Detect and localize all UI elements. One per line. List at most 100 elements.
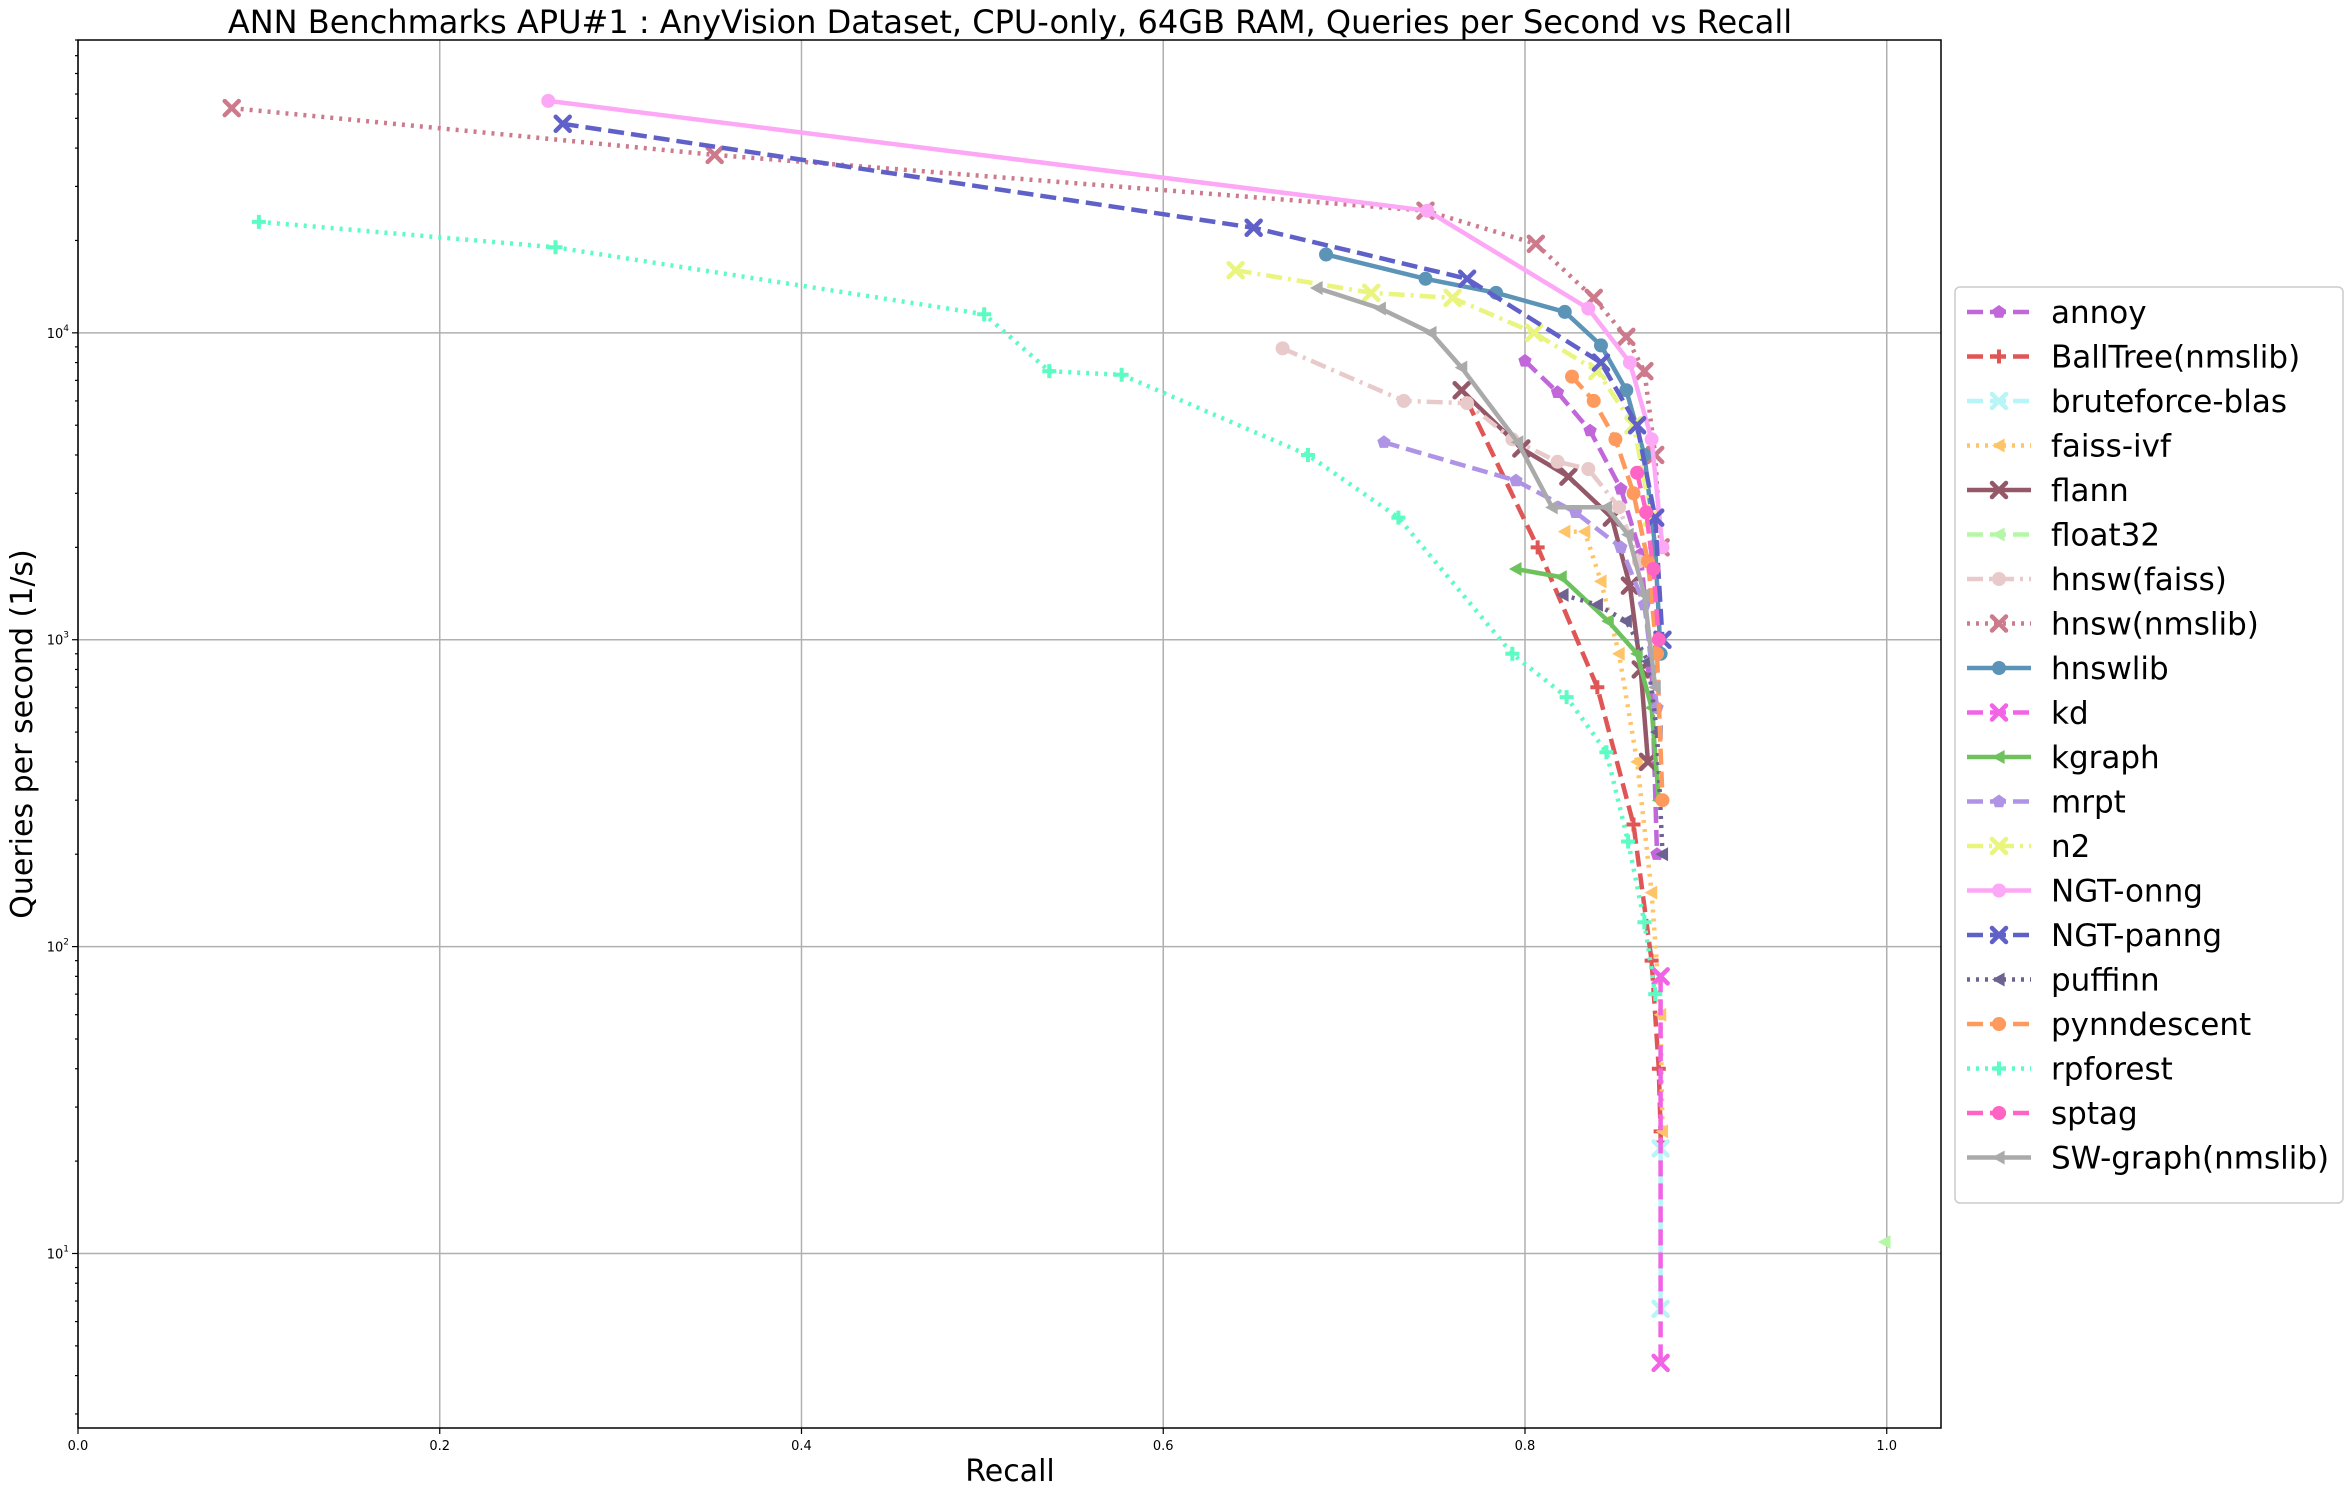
y-tick-label: 104 (47, 324, 70, 342)
legend-label: mrpt (2051, 785, 2126, 821)
data-point (1619, 383, 1634, 398)
y-axis-title: Queries per second (1/s) (5, 549, 40, 919)
data-point (1599, 745, 1614, 760)
data-point (1992, 438, 2005, 453)
data-point (1590, 680, 1605, 695)
y-tick-label: 102 (47, 938, 69, 956)
data-point (1877, 1235, 1891, 1250)
plot-area (77, 39, 1942, 1429)
legend-item: faiss-ivf (1967, 429, 2172, 465)
data-point (1275, 341, 1290, 356)
data-point (1992, 661, 2006, 675)
x-tick-label: 0.4 (791, 1439, 812, 1454)
data-point (1622, 355, 1637, 370)
legend-item: annoy (1967, 295, 2147, 331)
data-point (1550, 454, 1565, 469)
legend-label: sptag (2051, 1096, 2138, 1132)
data-point (1518, 353, 1532, 367)
data-point (1593, 574, 1607, 589)
data-point (1443, 288, 1462, 308)
data-point (1637, 915, 1652, 930)
data-point (1423, 325, 1437, 340)
data-point (1460, 396, 1475, 411)
legend-item: NGT-onng (1967, 874, 2203, 910)
data-point (1454, 360, 1468, 375)
legend-label: float32 (2051, 518, 2160, 554)
data-point (1583, 423, 1597, 437)
data-point (1418, 271, 1433, 286)
series-float32 (1877, 1235, 1891, 1250)
legend-label: kgraph (2051, 740, 2160, 776)
series-line (1465, 399, 1663, 1143)
series-hnsw-nmslib (222, 98, 1670, 557)
data-point (1621, 834, 1636, 849)
data-point (1581, 301, 1596, 316)
data-point (1630, 754, 1643, 769)
data-point (541, 93, 556, 108)
data-point (1655, 847, 1669, 862)
data-point (548, 240, 563, 255)
data-point (1989, 836, 2009, 856)
legend-item: BallTree(nmslib) (1967, 340, 2300, 376)
data-point (1648, 680, 1661, 695)
series-faiss-ivf (1557, 524, 1669, 1139)
data-point (553, 114, 572, 134)
data-point (1989, 614, 2009, 633)
series-ngt-panng (553, 114, 1672, 649)
data-point (1992, 1061, 2006, 1076)
data-point (977, 307, 992, 322)
legend-item: hnsw(faiss) (1967, 562, 2227, 598)
data-point (1989, 480, 2009, 500)
data-point (1612, 646, 1625, 661)
legend-item: bruteforce-blas (1967, 384, 2287, 420)
data-point (1614, 540, 1628, 553)
legend-item: n2 (1967, 829, 2090, 865)
data-point (1608, 432, 1623, 447)
data-point (1508, 562, 1522, 577)
data-point (1391, 510, 1406, 525)
legend-item: kgraph (1967, 740, 2160, 776)
data-point (1620, 576, 1640, 595)
data-point (1377, 435, 1391, 448)
data-point (1621, 527, 1634, 542)
series-kd (1651, 967, 1670, 1373)
data-point (1226, 260, 1245, 280)
data-point (1635, 361, 1654, 381)
legend-label: NGT-panng (2051, 918, 2222, 954)
legend-label: flann (2051, 473, 2129, 509)
series-rpforest (251, 214, 1663, 1002)
y-tick-label: 101 (47, 1244, 69, 1262)
data-point (1114, 367, 1129, 382)
data-point (1590, 597, 1603, 612)
data-point (1989, 703, 2009, 722)
data-point (1309, 280, 1323, 295)
data-point (1550, 385, 1565, 398)
data-point (1992, 1150, 2005, 1165)
data-point (1577, 524, 1591, 539)
data-point (1626, 817, 1641, 832)
legend-item: mrpt (1967, 785, 2126, 821)
data-point (1509, 473, 1523, 487)
data-point (1651, 632, 1666, 647)
series-n2 (1226, 260, 1661, 527)
series-line (1383, 440, 1660, 709)
data-point (1565, 369, 1580, 384)
data-point (1396, 393, 1411, 408)
legend-label: faiss-ivf (2051, 429, 2172, 465)
data-point (1619, 614, 1632, 629)
series-line (1564, 529, 1665, 1132)
data-point (1992, 1106, 2006, 1120)
data-point (1989, 391, 2009, 411)
data-point (1648, 987, 1663, 1002)
legend-item: SW-graph(nmslib) (1967, 1141, 2329, 1177)
legend: annoy BallTree(nmslib) bruteforce-blas fais… (1954, 286, 2344, 1204)
data-point (1524, 323, 1544, 343)
data-point (1992, 527, 2005, 542)
legend-item: hnsw(nmslib) (1967, 607, 2259, 643)
legend-item: flann (1967, 473, 2129, 509)
series-line (1562, 592, 1665, 855)
data-point (1557, 304, 1572, 319)
series-sptag (1630, 465, 1666, 647)
data-point (1042, 364, 1057, 379)
